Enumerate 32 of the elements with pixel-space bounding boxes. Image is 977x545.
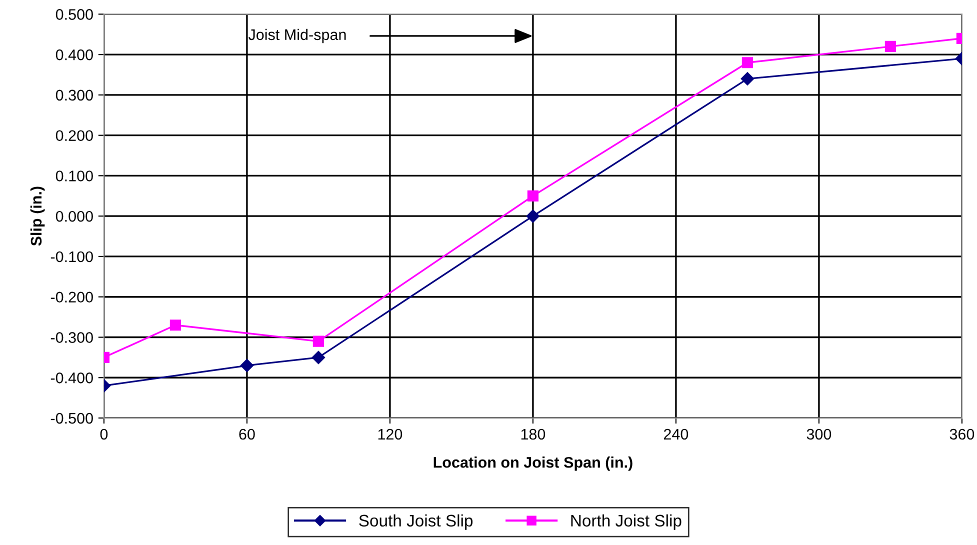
legend-label: South Joist Slip — [359, 514, 473, 530]
x-tick-label: 0 — [100, 428, 108, 440]
point — [240, 358, 254, 372]
y-tick-label: -0.300 — [50, 332, 93, 343]
x-tick-label: 180 — [521, 428, 546, 440]
y-tick-label: -0.500 — [50, 412, 93, 424]
x-axis-title: Location on Joist Span (in.) — [434, 456, 632, 471]
y-tick-label: 0.000 — [56, 210, 93, 222]
y-tick-label: 0.300 — [56, 90, 93, 101]
x-tick-label: 300 — [806, 428, 832, 440]
point — [526, 210, 540, 223]
point — [740, 72, 754, 86]
y-tick-label: 0.400 — [56, 49, 93, 60]
point — [312, 350, 326, 364]
y-tick-label: -0.100 — [50, 251, 93, 262]
annotation: Joist Mid-span — [248, 28, 346, 44]
point — [527, 190, 539, 202]
y-tick-label: 0.200 — [56, 130, 93, 142]
y-axis-title: Slip (in.) — [30, 186, 45, 246]
x-tick-label: 60 — [239, 428, 255, 440]
point — [170, 320, 182, 331]
x-tick-label: 120 — [378, 428, 402, 440]
y-tick-label: -0.200 — [50, 292, 93, 303]
x-tick-label: 240 — [664, 428, 688, 440]
y-tick-label: 0.100 — [56, 170, 93, 182]
point — [884, 40, 896, 52]
point — [312, 336, 324, 347]
y-tick-label: -0.400 — [50, 372, 93, 384]
legend-label: North Joist Slip — [571, 514, 682, 530]
y-tick-label: 0.500 — [56, 9, 93, 20]
point — [742, 57, 754, 68]
x-tick-label: 360 — [950, 428, 974, 440]
